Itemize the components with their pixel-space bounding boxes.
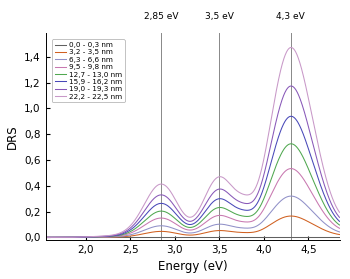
15,9 - 16,2 nm [76, 235, 80, 239]
22,2 - 22,5 nm [337, 211, 342, 214]
Line: 22,2 - 22,5 nm: 22,2 - 22,5 nm [46, 47, 340, 237]
Text: 4,3 eV: 4,3 eV [276, 11, 305, 21]
0,0 - 0,3 nm [76, 236, 80, 239]
6,3 - 6,6 nm [43, 236, 48, 239]
6,3 - 6,6 nm [169, 226, 173, 229]
12,7 - 13,0 nm [298, 149, 302, 153]
0,0 - 0,3 nm [297, 236, 301, 239]
12,7 - 13,0 nm [120, 233, 124, 236]
9,5 - 9,8 nm [337, 227, 342, 230]
12,7 - 13,0 nm [169, 213, 173, 217]
22,2 - 22,5 nm [169, 191, 173, 194]
12,7 - 13,0 nm [265, 189, 269, 193]
0,0 - 0,3 nm [43, 236, 48, 239]
19,0 - 19,3 nm [43, 236, 48, 239]
6,3 - 6,6 nm [289, 194, 293, 198]
X-axis label: Energy (eV): Energy (eV) [158, 260, 227, 273]
22,2 - 22,5 nm [43, 236, 48, 239]
3,2 - 3,5 nm [120, 235, 124, 239]
12,7 - 13,0 nm [253, 212, 257, 215]
3,2 - 3,5 nm [298, 216, 302, 219]
0,0 - 0,3 nm [265, 236, 269, 239]
12,7 - 13,0 nm [289, 142, 293, 145]
9,5 - 9,8 nm [120, 234, 124, 237]
19,0 - 19,3 nm [120, 232, 124, 235]
9,5 - 9,8 nm [298, 172, 302, 175]
Legend: 0,0 - 0,3 nm, 3,2 - 3,5 nm, 6,3 - 6,6 nm, 9,5 - 9,8 nm, 12,7 - 13,0 nm, 15,9 - 1: 0,0 - 0,3 nm, 3,2 - 3,5 nm, 6,3 - 6,6 nm… [52, 39, 125, 102]
Line: 15,9 - 16,2 nm: 15,9 - 16,2 nm [46, 116, 340, 237]
Line: 6,3 - 6,6 nm: 6,3 - 6,6 nm [46, 196, 340, 237]
22,2 - 22,5 nm [120, 230, 124, 234]
6,3 - 6,6 nm [76, 236, 80, 239]
3,2 - 3,5 nm [289, 214, 293, 218]
19,0 - 19,3 nm [76, 235, 80, 239]
3,2 - 3,5 nm [76, 236, 80, 239]
12,7 - 13,0 nm [76, 235, 80, 239]
22,2 - 22,5 nm [289, 46, 293, 49]
15,9 - 16,2 nm [253, 205, 257, 208]
15,9 - 16,2 nm [120, 232, 124, 236]
19,0 - 19,3 nm [253, 197, 257, 201]
Text: 3,5 eV: 3,5 eV [205, 11, 234, 21]
Line: 3,2 - 3,5 nm: 3,2 - 3,5 nm [46, 216, 340, 237]
9,5 - 9,8 nm [76, 235, 80, 239]
15,9 - 16,2 nm [169, 207, 173, 210]
3,2 - 3,5 nm [265, 225, 269, 229]
6,3 - 6,6 nm [253, 225, 257, 229]
Line: 19,0 - 19,3 nm: 19,0 - 19,3 nm [46, 86, 340, 237]
9,5 - 9,8 nm [265, 202, 269, 205]
Line: 9,5 - 9,8 nm: 9,5 - 9,8 nm [46, 169, 340, 237]
Line: 12,7 - 13,0 nm: 12,7 - 13,0 nm [46, 144, 340, 237]
6,3 - 6,6 nm [120, 235, 124, 238]
0,0 - 0,3 nm [337, 236, 342, 239]
22,2 - 22,5 nm [253, 187, 257, 191]
9,5 - 9,8 nm [289, 167, 293, 170]
6,3 - 6,6 nm [298, 198, 302, 201]
3,2 - 3,5 nm [169, 231, 173, 234]
12,7 - 13,0 nm [337, 223, 342, 227]
Y-axis label: DRS: DRS [6, 124, 19, 149]
0,0 - 0,3 nm [120, 236, 124, 239]
3,2 - 3,5 nm [337, 233, 342, 236]
0,0 - 0,3 nm [169, 236, 173, 239]
19,0 - 19,3 nm [289, 84, 293, 88]
19,0 - 19,3 nm [337, 216, 342, 219]
22,2 - 22,5 nm [76, 235, 80, 239]
Text: 2,85 eV: 2,85 eV [144, 11, 178, 21]
9,5 - 9,8 nm [43, 236, 48, 239]
19,0 - 19,3 nm [298, 96, 302, 99]
12,7 - 13,0 nm [43, 236, 48, 239]
0,0 - 0,3 nm [253, 236, 257, 239]
15,9 - 16,2 nm [265, 176, 269, 179]
3,2 - 3,5 nm [253, 230, 257, 234]
15,9 - 16,2 nm [289, 115, 293, 118]
9,5 - 9,8 nm [253, 218, 257, 222]
19,0 - 19,3 nm [265, 161, 269, 164]
9,5 - 9,8 nm [169, 219, 173, 223]
15,9 - 16,2 nm [43, 236, 48, 239]
15,9 - 16,2 nm [337, 220, 342, 223]
15,9 - 16,2 nm [298, 124, 302, 127]
6,3 - 6,6 nm [337, 230, 342, 234]
19,0 - 19,3 nm [169, 200, 173, 203]
22,2 - 22,5 nm [265, 141, 269, 145]
22,2 - 22,5 nm [298, 60, 302, 64]
3,2 - 3,5 nm [43, 236, 48, 239]
6,3 - 6,6 nm [265, 215, 269, 218]
